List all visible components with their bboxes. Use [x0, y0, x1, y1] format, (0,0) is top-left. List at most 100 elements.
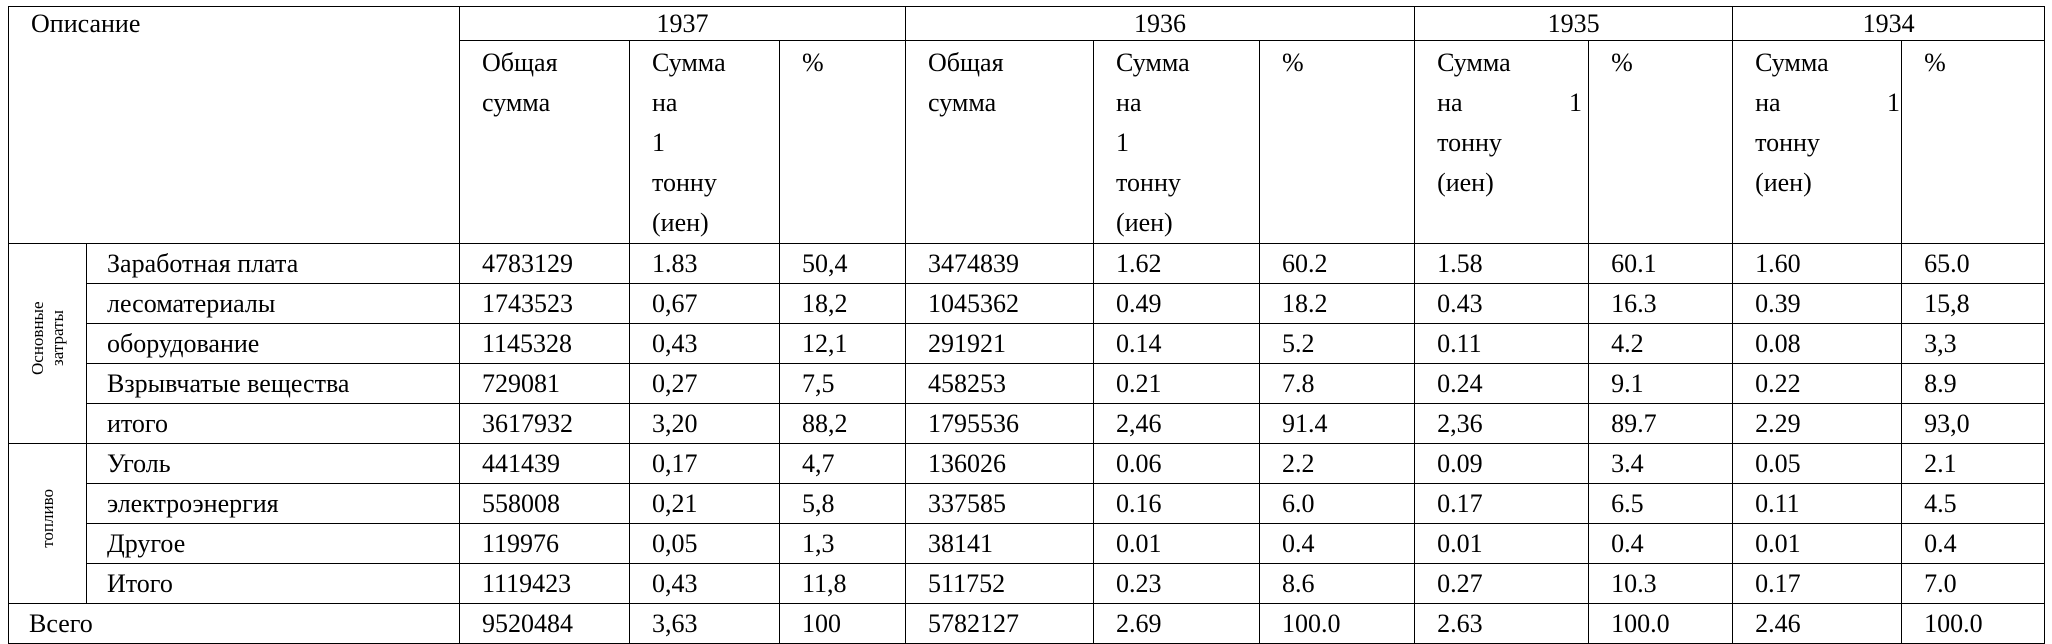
value-cell: 0.24	[1414, 363, 1590, 404]
value-cell: 18.2	[1259, 283, 1416, 324]
value-cell: 558008	[459, 483, 630, 524]
total-value: 2.69	[1093, 603, 1261, 644]
column-header: %	[1259, 40, 1416, 244]
value-cell: 0.01	[1414, 523, 1590, 564]
value-cell: 18,2	[778, 283, 907, 324]
value-cell: 4783129	[459, 243, 630, 284]
value-cell: 8.9	[1901, 363, 2046, 404]
total-value: 2.63	[1414, 603, 1590, 644]
value-cell: 2,36	[1414, 403, 1590, 444]
value-cell: 1.62	[1093, 243, 1261, 284]
value-cell: 729081	[459, 363, 630, 404]
value-cell: 441439	[459, 443, 630, 484]
value-cell: 1.58	[1414, 243, 1590, 284]
total-value: 100	[778, 603, 907, 644]
column-header: Сумма на 1 тонну (иен)	[1732, 40, 1903, 244]
year-header: 1936	[905, 6, 1416, 41]
value-cell: 50,4	[778, 243, 907, 284]
row-label: Итого	[86, 563, 460, 604]
data-row: итого 3617932 3,20 88,2 1795536 2,46 91.4 2,36 8…	[9, 403, 2046, 444]
header-row: Описание 1937 1936 1935 1934	[8, 6, 2046, 244]
value-cell: 0,21	[629, 483, 780, 524]
value-cell: 0.21	[1093, 363, 1261, 404]
value-cell: 2.1	[1901, 443, 2046, 484]
value-cell: 458253	[905, 363, 1095, 404]
total-row: Всего 9520484 3,63 100 5782127 2.69 100.0 2.63 1…	[8, 603, 2046, 644]
description-header: Описание	[8, 6, 460, 244]
value-cell: 11,8	[778, 563, 907, 604]
value-cell: 0.4	[1901, 523, 2046, 564]
value-cell: 93,0	[1901, 403, 2046, 444]
column-header: %	[1901, 40, 2046, 244]
value-cell: 0,27	[629, 363, 780, 404]
value-cell: 91.4	[1259, 403, 1416, 444]
column-header: Общая сумма	[459, 40, 630, 244]
total-label: Всего	[8, 603, 460, 644]
row-label: Взрывчатые вещества	[86, 363, 460, 404]
value-cell: 65.0	[1901, 243, 2046, 284]
total-value: 100.0	[1588, 603, 1734, 644]
value-cell: 0.49	[1093, 283, 1261, 324]
column-header: %	[778, 40, 907, 244]
group-label-text: Основные затраты	[27, 301, 67, 375]
value-cell: 0.4	[1259, 523, 1416, 564]
value-cell: 1795536	[905, 403, 1095, 444]
row-label: оборудование	[86, 323, 460, 364]
value-cell: 291921	[905, 323, 1095, 364]
value-cell: 3.4	[1588, 443, 1734, 484]
value-cell: 9.1	[1588, 363, 1734, 404]
value-cell: 12,1	[778, 323, 907, 364]
row-label: лесоматериалы	[86, 283, 460, 324]
value-cell: 60.1	[1588, 243, 1734, 284]
value-cell: 1,3	[778, 523, 907, 564]
value-cell: 0.05	[1732, 443, 1903, 484]
column-header: Сумма на 1 тонну (иен)	[1093, 40, 1261, 244]
column-header-row: Общая сумма Сумма на 1 тонну (иен)% Общая …	[9, 40, 2046, 244]
value-cell: 3474839	[905, 243, 1095, 284]
data-row: Другое 119976 0,05 1,3 38141 0.01 0.4 0.01 0.4 0.…	[9, 523, 2046, 564]
group-label: Основные затраты	[8, 243, 87, 444]
row-label: Уголь	[86, 443, 460, 484]
value-cell: 0.4	[1588, 523, 1734, 564]
value-cell: 0.09	[1414, 443, 1590, 484]
cost-table: Описание 1937 1936 1935 1934 Общая сумма Сумма…	[8, 6, 2046, 644]
data-row: топливо Уголь 441439 0,17 4,7 136026 0.06 2.2 0.…	[8, 443, 2046, 604]
value-cell: 1743523	[459, 283, 630, 324]
total-value: 2.46	[1732, 603, 1903, 644]
data-row: электроэнергия 558008 0,21 5,8 337585 0.16 6.0…	[9, 483, 2046, 524]
value-cell: 1145328	[459, 323, 630, 364]
value-cell: 89.7	[1588, 403, 1734, 444]
value-cell: 2.29	[1732, 403, 1903, 444]
value-cell: 511752	[905, 563, 1095, 604]
value-cell: 7,5	[778, 363, 907, 404]
total-value: 3,63	[629, 603, 780, 644]
value-cell: 15,8	[1901, 283, 2046, 324]
value-cell: 8.6	[1259, 563, 1416, 604]
total-value: 9520484	[459, 603, 630, 644]
value-cell: 0.08	[1732, 323, 1903, 364]
value-cell: 0.17	[1732, 563, 1903, 604]
value-cell: 0.14	[1093, 323, 1261, 364]
data-row: Итого 1119423 0,43 11,8 511752 0.23 8.6 0.27 10.…	[9, 563, 2046, 604]
value-cell: 2.2	[1259, 443, 1416, 484]
value-cell: 7.8	[1259, 363, 1416, 404]
column-header: %	[1588, 40, 1734, 244]
value-cell: 119976	[459, 523, 630, 564]
value-cell: 0,17	[629, 443, 780, 484]
value-cell: 0.06	[1093, 443, 1261, 484]
value-cell: 0.27	[1414, 563, 1590, 604]
value-cell: 2,46	[1093, 403, 1261, 444]
value-cell: 0.16	[1093, 483, 1261, 524]
value-cell: 6.5	[1588, 483, 1734, 524]
value-cell: 4.2	[1588, 323, 1734, 364]
value-cell: 0,05	[629, 523, 780, 564]
value-cell: 4,7	[778, 443, 907, 484]
value-cell: 1045362	[905, 283, 1095, 324]
value-cell: 7.0	[1901, 563, 2046, 604]
value-cell: 0.17	[1414, 483, 1590, 524]
value-cell: 3,3	[1901, 323, 2046, 364]
value-cell: 88,2	[778, 403, 907, 444]
value-cell: 0.01	[1093, 523, 1261, 564]
data-row: Основные затраты Заработная плата 4783129 1…	[8, 243, 2046, 444]
year-header: 1934	[1732, 6, 2046, 41]
